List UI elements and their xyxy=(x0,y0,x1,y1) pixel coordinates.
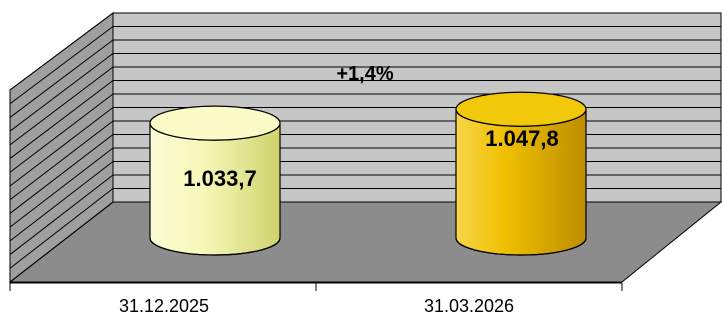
cylinder-top-1 xyxy=(149,105,281,141)
grid-line-side xyxy=(9,147,114,228)
x-tick-label-1: 31.12.2025 xyxy=(119,296,209,316)
grid-line-side xyxy=(9,12,114,91)
grid-line-side xyxy=(9,53,114,132)
cylinder-base-2 xyxy=(455,237,587,256)
grid-lines xyxy=(9,12,721,283)
chart-scene xyxy=(8,12,722,291)
data-label-1: 1.033,7 xyxy=(183,166,256,191)
labels-layer: 1.033,7 1.047,8 +1,4% 31.12.2025 31.03.2026 xyxy=(119,63,559,316)
x-tick-label-2: 31.03.2026 xyxy=(424,296,514,316)
grid-line-side xyxy=(9,80,114,159)
growth-annotation: +1,4% xyxy=(336,63,393,85)
grid-line-side xyxy=(9,120,114,201)
grid-line-side xyxy=(9,107,114,187)
cylinder-2 xyxy=(455,91,587,256)
cylinder-1 xyxy=(149,105,281,256)
cylinder-base-1 xyxy=(149,237,281,256)
bars-layer xyxy=(149,91,587,256)
grid-line-side xyxy=(9,93,114,173)
grid-line-side xyxy=(9,134,114,214)
chart-floor xyxy=(8,201,722,283)
grid-line-side xyxy=(9,39,114,118)
data-label-2: 1.047,8 xyxy=(485,126,558,151)
grid-line-side xyxy=(9,161,114,242)
grid-line-side xyxy=(9,66,114,146)
grid-line-side xyxy=(9,26,114,105)
grid-line-side xyxy=(9,174,114,255)
grid-line-side xyxy=(9,188,114,269)
grid-line-side xyxy=(9,201,114,283)
cylinder-top-2 xyxy=(455,91,587,127)
